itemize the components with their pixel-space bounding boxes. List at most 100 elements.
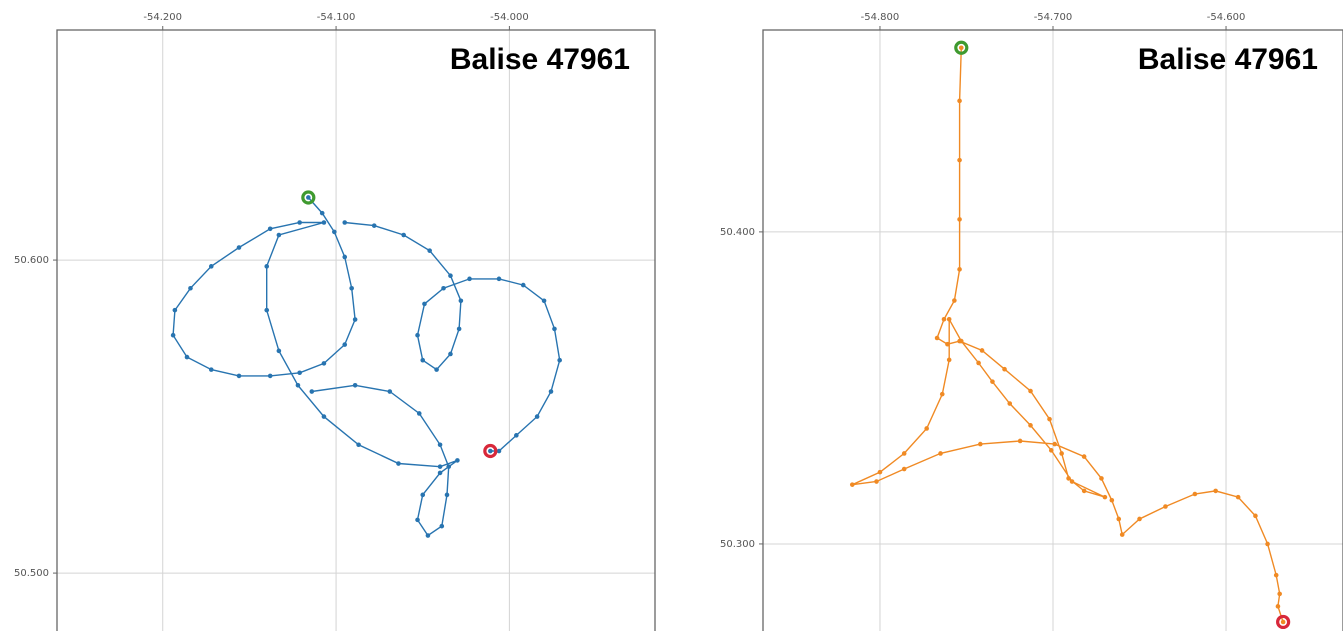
track-point (1002, 366, 1007, 372)
track-point (387, 389, 393, 394)
plot-area (57, 30, 655, 631)
track-point (1116, 516, 1122, 522)
track-point (437, 464, 443, 469)
track-point (276, 348, 282, 354)
track-point (924, 426, 929, 431)
track-point (1099, 476, 1104, 481)
track-point (321, 361, 327, 366)
track-point (1052, 441, 1058, 447)
track-point (941, 316, 947, 322)
track-point (170, 332, 176, 338)
track-point (939, 391, 945, 397)
chart-title: Balise 47961 (450, 43, 630, 76)
track-point (456, 326, 462, 332)
track-point (946, 316, 952, 322)
track-point (552, 326, 557, 332)
track-point (1081, 454, 1087, 459)
track-point (1192, 491, 1198, 497)
plot-frame (762, 29, 1343, 631)
track-point (496, 276, 502, 282)
track-point (352, 382, 358, 388)
track-line (852, 47, 1284, 623)
y-tick-label: 50.500 (14, 568, 49, 579)
track-point (496, 448, 502, 454)
track-point (444, 492, 450, 498)
track-point (938, 451, 943, 456)
track-point (342, 220, 348, 225)
track-point (297, 370, 302, 376)
x-tick-label: -54.200 (143, 12, 182, 23)
track-point (514, 433, 519, 438)
track-point (976, 360, 981, 366)
track-point (952, 298, 957, 303)
panel: -54.800 -54.700 -54.600 50.400 50.300 Balise … (720, 12, 1343, 631)
track-point (946, 357, 952, 363)
x-tick-label: -54.100 (317, 12, 356, 23)
track-point (434, 367, 439, 372)
y-tick-label: 50.400 (720, 227, 755, 238)
end-marker (1276, 614, 1291, 630)
track-point (958, 338, 964, 344)
track-point (448, 273, 453, 279)
track-point (458, 298, 464, 304)
track-point (416, 411, 422, 416)
track-point (1119, 532, 1125, 537)
track-point (422, 301, 427, 307)
plot-frame (56, 29, 656, 631)
track-point (488, 448, 493, 454)
track-point (1007, 401, 1013, 406)
track-point (297, 220, 302, 225)
track-point (1275, 604, 1281, 609)
track-point (321, 220, 327, 225)
track-point (184, 354, 190, 360)
track-point (332, 229, 337, 235)
end-marker (483, 443, 498, 459)
track-point (455, 458, 460, 463)
x-tick-label: -54.700 (1034, 12, 1073, 23)
track-point (396, 461, 401, 466)
track-point (1235, 494, 1241, 500)
track-point (901, 466, 907, 472)
start-marker (301, 190, 316, 205)
track-point (441, 285, 446, 291)
x-tick-label: -54.000 (490, 12, 529, 23)
track-point (276, 232, 282, 238)
track-point (957, 217, 962, 222)
track-point (548, 389, 554, 394)
track-point (420, 357, 426, 363)
track-point (467, 276, 472, 282)
track-line (172, 197, 561, 537)
track-point (1028, 388, 1033, 394)
track-point (1109, 497, 1115, 503)
track-point (945, 341, 950, 347)
track-point (264, 264, 270, 269)
y-tick-label: 50.600 (14, 255, 49, 266)
track-point (352, 317, 358, 322)
track-point (1163, 504, 1168, 509)
track-point (321, 414, 327, 419)
track-point (1017, 438, 1023, 444)
track-point (557, 357, 562, 363)
track-point (1047, 416, 1052, 422)
track-point (415, 517, 420, 523)
track-point (978, 441, 983, 447)
track-point (957, 157, 962, 163)
track-point (448, 351, 453, 357)
track-point (420, 492, 426, 498)
track-point (1280, 619, 1286, 625)
track-point (236, 245, 242, 250)
track-point (309, 389, 315, 394)
track-point (849, 482, 855, 487)
track-point (1066, 476, 1071, 481)
track-point (401, 232, 406, 238)
track-point (295, 382, 301, 388)
y-tick-label: 50.300 (720, 539, 755, 550)
track-point (342, 342, 348, 347)
track-point (267, 226, 273, 232)
track-point (1102, 494, 1108, 500)
track-point (1081, 488, 1087, 494)
track-point (208, 264, 214, 269)
track-point (371, 223, 377, 228)
track-point (520, 282, 526, 288)
